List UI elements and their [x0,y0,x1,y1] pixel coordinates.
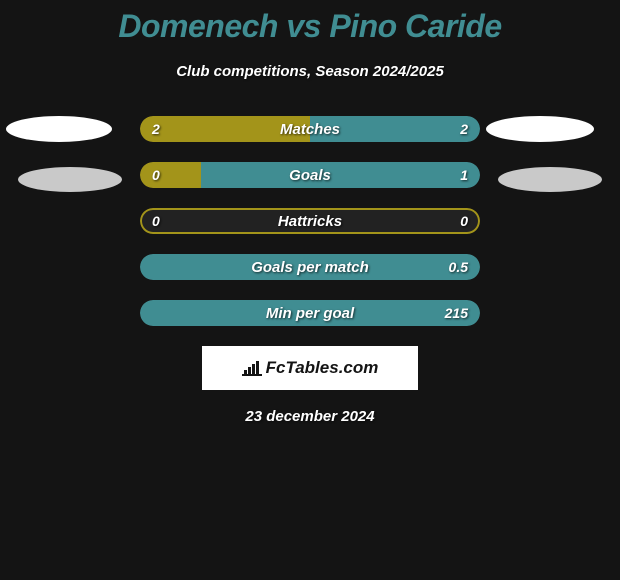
page-title: Domenech vs Pino Caride [0,0,620,45]
decorative-ellipse [18,167,122,192]
stat-row: 22Matches [140,116,480,142]
chart-icon [242,360,262,376]
stat-row: 0.5Goals per match [140,254,480,280]
comparison-chart: 22Matches 01Goals 00Hattricks 0.5Goals per … [0,116,620,326]
logo-text: FcTables.com [266,358,379,378]
decorative-ellipse [498,167,602,192]
stat-row: 00Hattricks [140,208,480,234]
stat-label: Goals per match [140,254,480,280]
stat-row: 01Goals [140,162,480,188]
stats-container: 22Matches 01Goals 00Hattricks 0.5Goals per … [0,116,620,326]
stat-label: Goals [140,162,480,188]
stat-label: Hattricks [140,208,480,234]
stat-label: Min per goal [140,300,480,326]
decorative-ellipse [6,116,112,142]
stat-row: 215Min per goal [140,300,480,326]
stat-label: Matches [140,116,480,142]
logo-badge: FcTables.com [202,346,418,390]
decorative-ellipse [486,116,594,142]
date-label: 23 december 2024 [0,408,620,425]
subtitle: Club competitions, Season 2024/2025 [0,63,620,80]
